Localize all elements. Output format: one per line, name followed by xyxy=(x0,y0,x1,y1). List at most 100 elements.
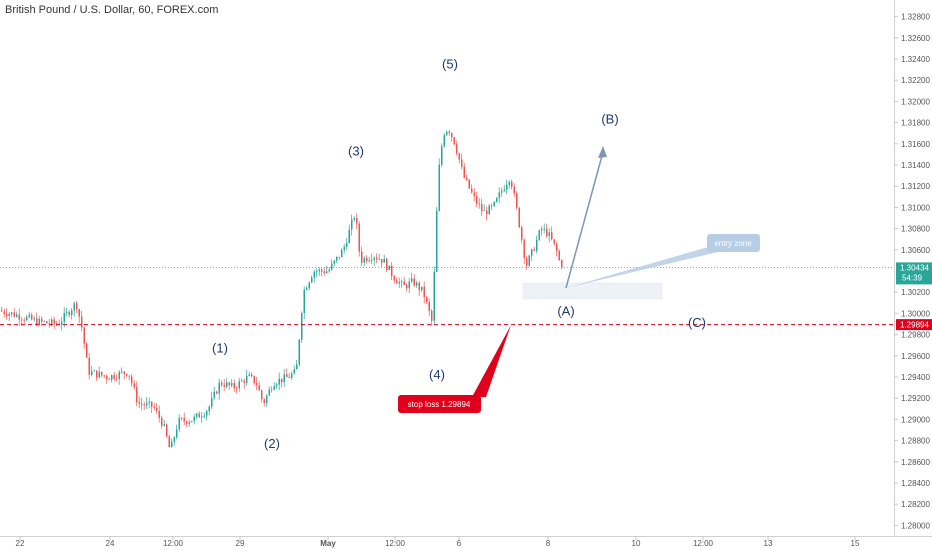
time-tick-label: 12:00 xyxy=(163,539,184,548)
candle-body xyxy=(333,260,335,264)
candle-body xyxy=(508,181,510,185)
candle-body xyxy=(423,286,425,298)
price-tick-label: 1.32200 xyxy=(901,76,930,85)
price-tick-label: 1.31800 xyxy=(901,119,930,128)
candle-body xyxy=(301,312,303,340)
candle-body xyxy=(81,316,83,328)
candle-body xyxy=(128,375,130,377)
candle-body xyxy=(546,228,548,237)
candle-body xyxy=(116,378,118,380)
candle-body xyxy=(323,271,325,274)
candle-body xyxy=(326,271,328,274)
candle-body xyxy=(318,269,320,272)
candle-body xyxy=(476,195,478,204)
time-axis: 22 24 12:00 29 May 12:00 6 8 10 12:00 13 15 xyxy=(16,536,860,548)
candle-body xyxy=(341,250,343,258)
candle-body xyxy=(343,246,345,251)
entry-zone-callout[interactable] xyxy=(707,234,760,252)
price-tick-label: 1.31200 xyxy=(901,182,930,191)
price-tick-label: 1.30600 xyxy=(901,246,930,255)
candle-body xyxy=(48,323,50,325)
candle-body xyxy=(426,297,428,302)
candle-body xyxy=(411,278,413,282)
candle-body xyxy=(278,378,280,385)
time-tick-label: 12:00 xyxy=(385,539,406,548)
price-tick-label: 1.28000 xyxy=(901,521,930,530)
time-tick-label: 22 xyxy=(16,539,25,548)
candle-body xyxy=(33,318,35,320)
candle-body xyxy=(188,422,190,424)
candle-body xyxy=(281,378,283,383)
time-tick-label: 12:00 xyxy=(693,539,714,548)
candle-body xyxy=(143,404,145,406)
candle-body xyxy=(303,289,305,313)
candle-body xyxy=(511,181,513,187)
candle-body xyxy=(166,424,168,437)
candle-body xyxy=(473,192,475,196)
candle-body xyxy=(441,146,443,165)
candle-body xyxy=(466,177,468,180)
candle-body xyxy=(8,313,10,317)
candle-body xyxy=(351,219,353,230)
candle-body xyxy=(478,203,480,205)
current-price-tag xyxy=(896,262,932,285)
time-tick-label: 6 xyxy=(457,539,462,548)
price-tick-label: 1.32800 xyxy=(901,13,930,22)
candle-body xyxy=(43,321,45,323)
candle-body xyxy=(146,402,148,406)
candle-body xyxy=(536,239,538,251)
candle-body xyxy=(91,371,93,375)
stop-loss-callout[interactable] xyxy=(398,395,481,413)
entry-zone-label: entry zone xyxy=(714,239,752,248)
stop-price-value: 1.29894 xyxy=(900,321,929,330)
candle-body xyxy=(526,257,528,266)
candle-body xyxy=(286,374,288,377)
candle-body xyxy=(311,277,313,283)
candle-body xyxy=(38,318,40,325)
candle-body xyxy=(118,372,120,379)
candle-body xyxy=(463,166,465,178)
price-tick-label: 1.28400 xyxy=(901,479,930,488)
time-tick-label: 15 xyxy=(851,539,860,548)
candle-body xyxy=(148,401,150,403)
price-tick-label: 1.29200 xyxy=(901,394,930,403)
price-tick-label: 1.32600 xyxy=(901,34,930,43)
candle-body xyxy=(378,259,380,260)
candle-body xyxy=(471,188,473,193)
candle-body xyxy=(176,429,178,438)
candle-body xyxy=(518,207,520,228)
candle-body xyxy=(73,303,75,311)
time-tick-label: 13 xyxy=(764,539,773,548)
stop-loss-label: stop loss 1.29894 xyxy=(408,400,471,409)
candle-body xyxy=(296,364,298,370)
candle-body xyxy=(253,376,255,384)
candle-body xyxy=(196,413,198,417)
candle-body xyxy=(231,383,233,386)
candle-body xyxy=(271,389,273,391)
candle-body xyxy=(523,239,525,258)
projection-arrow-line xyxy=(565,151,604,289)
candle-body xyxy=(246,375,248,383)
candle-body xyxy=(151,401,153,407)
candle-body xyxy=(183,418,185,422)
candle-body xyxy=(31,314,33,320)
candle-body xyxy=(493,201,495,206)
candle-body xyxy=(398,282,400,284)
candle-body xyxy=(371,259,373,261)
candle-body xyxy=(61,321,63,326)
candle-body xyxy=(126,373,128,376)
price-tick-label: 1.29800 xyxy=(901,331,930,340)
candle-body xyxy=(391,265,393,277)
entry-zone-box[interactable] xyxy=(522,282,663,300)
bar-countdown: 54:39 xyxy=(902,273,923,282)
candle-body xyxy=(531,249,533,256)
candle-body xyxy=(238,381,240,389)
candle-body xyxy=(3,311,5,314)
candle-body xyxy=(266,395,268,404)
price-tick-label: 1.31600 xyxy=(901,140,930,149)
candle-body xyxy=(66,311,68,313)
candle-body xyxy=(18,314,20,320)
price-tick-label: 1.32000 xyxy=(901,97,930,106)
candle-body xyxy=(421,286,423,291)
